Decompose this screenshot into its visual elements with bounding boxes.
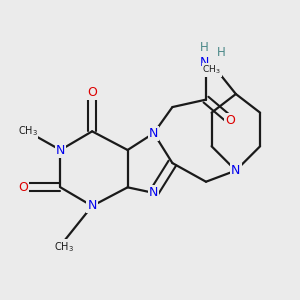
Text: N: N (88, 200, 97, 212)
Text: N: N (231, 164, 241, 177)
Text: N: N (149, 186, 158, 200)
Text: O: O (225, 114, 235, 127)
Text: $\mathregular{CH_3}$: $\mathregular{CH_3}$ (202, 64, 221, 76)
Text: O: O (18, 181, 28, 194)
Text: H: H (200, 41, 208, 54)
Text: O: O (87, 85, 97, 99)
Text: N: N (200, 56, 209, 69)
Text: H: H (217, 46, 225, 59)
Text: N: N (149, 127, 158, 140)
Text: N: N (56, 143, 65, 157)
Text: $\mathregular{CH_3}$: $\mathregular{CH_3}$ (18, 124, 38, 138)
Text: $\mathregular{CH_3}$: $\mathregular{CH_3}$ (54, 240, 74, 254)
